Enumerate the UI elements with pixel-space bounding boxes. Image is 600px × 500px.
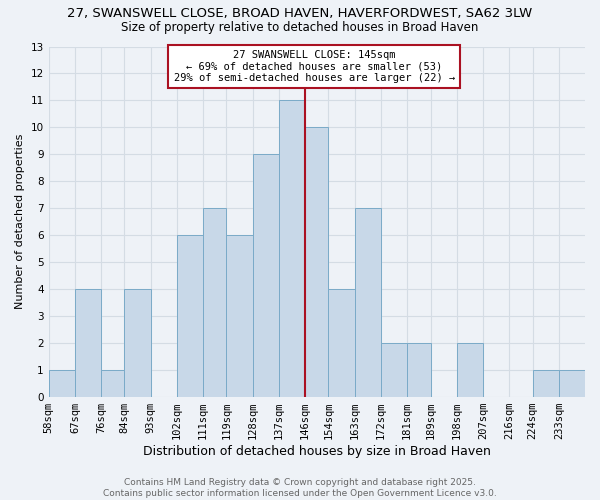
- Bar: [124, 289, 151, 397]
- X-axis label: Distribution of detached houses by size in Broad Haven: Distribution of detached houses by size …: [143, 444, 491, 458]
- Bar: [328, 289, 355, 397]
- Text: Size of property relative to detached houses in Broad Haven: Size of property relative to detached ho…: [121, 21, 479, 34]
- Text: Contains HM Land Registry data © Crown copyright and database right 2025.
Contai: Contains HM Land Registry data © Crown c…: [103, 478, 497, 498]
- Bar: [49, 370, 75, 396]
- Bar: [177, 235, 203, 396]
- Bar: [355, 208, 381, 396]
- Y-axis label: Number of detached properties: Number of detached properties: [15, 134, 25, 309]
- Bar: [279, 100, 305, 397]
- Bar: [559, 370, 585, 396]
- Bar: [253, 154, 279, 396]
- Bar: [203, 208, 226, 396]
- Bar: [407, 342, 431, 396]
- Bar: [226, 235, 253, 396]
- Bar: [75, 289, 101, 397]
- Bar: [533, 370, 559, 396]
- Text: 27 SWANSWELL CLOSE: 145sqm
← 69% of detached houses are smaller (53)
29% of semi: 27 SWANSWELL CLOSE: 145sqm ← 69% of deta…: [173, 50, 455, 83]
- Bar: [101, 370, 124, 396]
- Bar: [457, 342, 483, 396]
- Bar: [305, 128, 328, 396]
- Bar: [381, 342, 407, 396]
- Text: 27, SWANSWELL CLOSE, BROAD HAVEN, HAVERFORDWEST, SA62 3LW: 27, SWANSWELL CLOSE, BROAD HAVEN, HAVERF…: [67, 8, 533, 20]
